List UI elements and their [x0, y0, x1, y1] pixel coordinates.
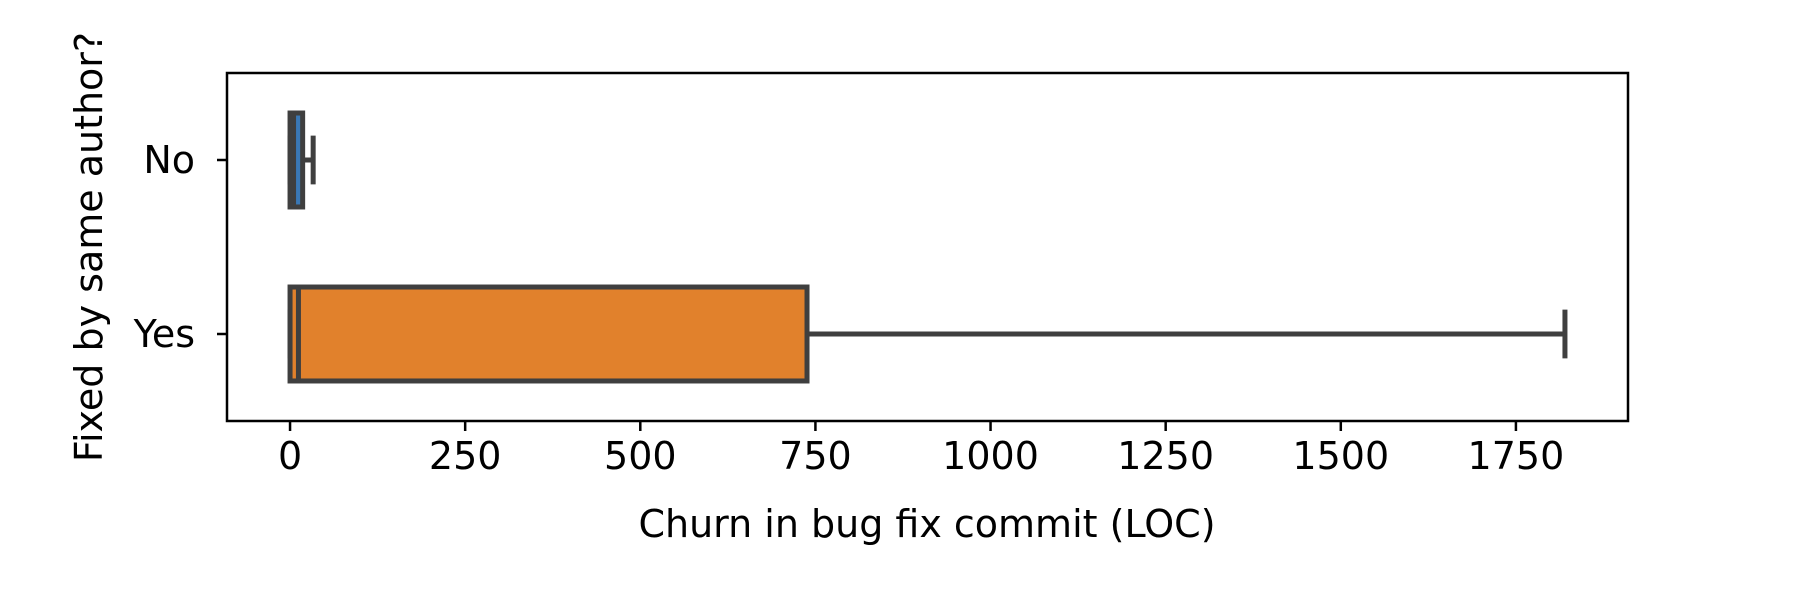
box-iqr: [287, 284, 810, 384]
plot-frame: [225, 71, 1630, 423]
x-tick-label: 1750: [1468, 434, 1565, 478]
x-tick-label: 1000: [942, 434, 1039, 478]
y-tick-label: Yes: [133, 312, 195, 356]
box-series: [287, 110, 1568, 384]
x-tick-label: 500: [604, 434, 677, 478]
x-tick-label: 250: [429, 434, 502, 478]
y-tick-label: No: [143, 138, 195, 182]
y-axis: No Yes: [133, 138, 227, 356]
y-axis-title: Fixed by same author?: [67, 32, 111, 462]
box-yes: [287, 284, 1568, 384]
x-tick-label: 0: [278, 434, 302, 478]
x-tick-label: 1500: [1292, 434, 1389, 478]
x-tick-label: 750: [779, 434, 852, 478]
x-axis: 0 250 500 750 1000 1250 1500 1750: [278, 421, 1564, 478]
x-axis-title: Churn in bug fix commit (LOC): [638, 502, 1215, 546]
plot-area: [225, 71, 1630, 423]
x-tick-label: 1250: [1117, 434, 1214, 478]
box-no: [287, 110, 316, 210]
